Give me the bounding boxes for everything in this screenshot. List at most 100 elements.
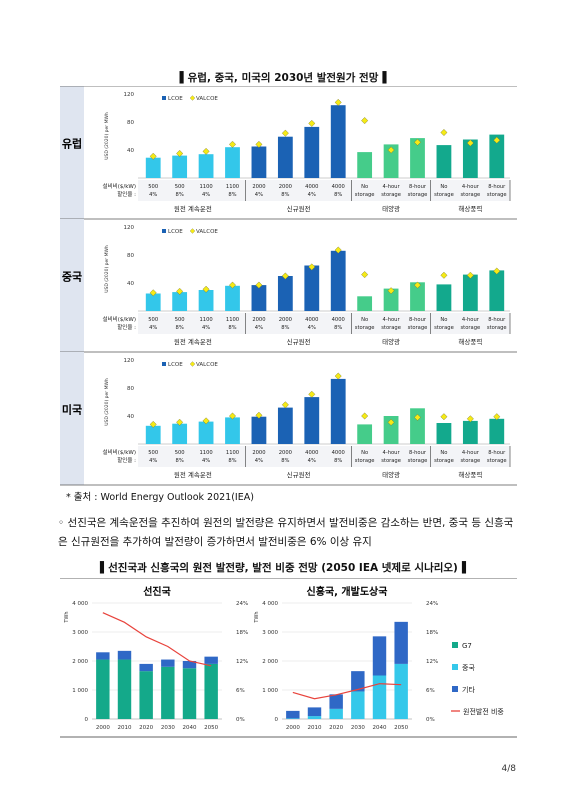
stack-segment	[96, 652, 110, 660]
lcoe-bar	[172, 155, 188, 178]
lcoe-bar	[304, 265, 320, 311]
legend-lcoe-swatch	[162, 362, 166, 366]
group-label: 원전 계속운전	[174, 204, 212, 213]
region-label: 유럽	[62, 137, 82, 151]
stack-segment	[307, 716, 322, 719]
lcoe-bar	[172, 423, 188, 444]
y-axis-label: USD (2020) per MWh	[104, 378, 110, 426]
column-rate-label: 4%	[149, 325, 157, 331]
source-note: * 출처 : World Energy Outlook 2021(IEA)	[66, 492, 254, 503]
x-tick-label: 2040	[373, 725, 387, 731]
cost-panel-2: 미국 USD (2020) per MWh 40 80 120 LCOE VALCOE 설비비…	[60, 352, 517, 486]
valcoe-marker	[176, 150, 184, 157]
valcoe-marker	[149, 289, 157, 297]
x-tick-label: 2020	[329, 725, 343, 731]
lcoe-bar	[172, 292, 188, 311]
valcoe-marker	[387, 146, 395, 154]
group-label: 해상풍력	[458, 204, 482, 213]
column-cost-label: 2000	[279, 317, 292, 323]
column-rate-label: storage	[487, 458, 507, 464]
legend-label: G7	[462, 642, 472, 650]
valcoe-marker	[361, 412, 369, 420]
row-label-cost: 설비비($/kW)	[103, 448, 136, 456]
column-cost-label: 4-hour	[383, 317, 401, 323]
column-cost-label: No	[361, 450, 368, 456]
valcoe-marker	[493, 136, 501, 144]
lcoe-bar	[410, 282, 425, 311]
legend-valcoe-swatch	[189, 95, 196, 101]
x-tick-label: 2030	[161, 725, 175, 731]
column-rate-label: storage	[381, 192, 401, 198]
column-rate-label: storage	[355, 192, 375, 198]
valcoe-marker	[281, 272, 289, 280]
column-rate-label: 4%	[202, 192, 210, 198]
column-cost-label: 8-hour	[409, 317, 427, 323]
column-cost-label: 1100	[199, 317, 212, 323]
legend-swatch	[452, 642, 458, 648]
lcoe-bar	[225, 417, 240, 444]
y2-tick-label: 0%	[426, 717, 435, 723]
y-tick-label: 120	[124, 358, 135, 364]
x-tick-label: 2050	[204, 725, 218, 731]
x-tick-label: 2000	[96, 725, 110, 731]
stack-segment	[329, 708, 343, 719]
valcoe-marker	[414, 138, 421, 146]
lcoe-bar	[436, 423, 452, 444]
x-tick-label: 2010	[308, 725, 322, 731]
valcoe-marker	[387, 418, 395, 426]
column-cost-label: 2000	[279, 450, 292, 456]
y-tick-label: 40	[127, 414, 134, 420]
valcoe-marker	[255, 411, 263, 419]
column-rate-label: 4%	[255, 458, 263, 464]
region-band	[60, 219, 84, 352]
y2-tick-label: 24%	[236, 601, 248, 607]
column-cost-label: No	[440, 450, 447, 456]
column-cost-label: No	[440, 317, 447, 323]
y2-tick-label: 18%	[236, 630, 248, 636]
lcoe-bar	[462, 139, 478, 178]
stack-segment	[351, 691, 365, 719]
y-tick-label: 0	[85, 717, 89, 723]
column-cost-label: 4-hour	[383, 450, 401, 456]
column-cost-label: 500	[175, 450, 185, 456]
y2-tick-label: 18%	[426, 630, 438, 636]
lcoe-bar	[410, 138, 425, 178]
lcoe-bar	[277, 276, 293, 311]
lcoe-bar	[251, 146, 267, 178]
valcoe-marker	[493, 413, 501, 421]
stack-segment	[139, 663, 153, 672]
group-label: 신규원전	[287, 204, 311, 213]
y-tick-label: 4 000	[262, 601, 278, 607]
y-tick-label: 2 000	[262, 659, 278, 665]
x-tick-label: 2040	[183, 725, 197, 731]
lcoe-bar	[489, 418, 505, 444]
row-label-rate: 할인율 :	[117, 323, 136, 331]
valcoe-marker	[255, 281, 263, 289]
nuclear-chart-title: 신흥국, 개발도상국	[307, 585, 388, 598]
column-rate-label: 8%	[228, 192, 236, 198]
lcoe-bar	[145, 425, 161, 444]
cost-panel-1: 중국 USD (2020) per MWh 40 80 120 LCOE VALCOE 설비비…	[60, 219, 517, 353]
lcoe-bar	[357, 424, 373, 444]
y-tick-label: 80	[127, 253, 134, 259]
y-axis-label: USD (2020) per MWh	[104, 112, 110, 160]
column-rate-label: 4%	[255, 192, 263, 198]
stack-segment	[351, 671, 365, 692]
nuclear-chart-title: 선진국	[143, 585, 171, 598]
title-cost-outlook: ▌유럽, 중국, 미국의 2030년 발전원가 전망▐	[179, 72, 387, 84]
x-tick-label: 2010	[118, 725, 132, 731]
lcoe-bar	[198, 154, 214, 178]
y2-tick-label: 12%	[426, 659, 438, 665]
lcoe-bar	[277, 407, 293, 444]
stack-segment	[182, 668, 197, 719]
column-rate-label: 8%	[281, 325, 289, 331]
lcoe-bar	[277, 136, 293, 178]
column-rate-label: storage	[408, 458, 428, 464]
valcoe-marker	[255, 140, 263, 148]
lcoe-bar	[251, 416, 267, 444]
column-rate-label: 4%	[308, 192, 316, 198]
x-tick-label: 2000	[286, 725, 300, 731]
y2-tick-label: 12%	[236, 659, 248, 665]
y2-tick-label: 24%	[426, 601, 438, 607]
